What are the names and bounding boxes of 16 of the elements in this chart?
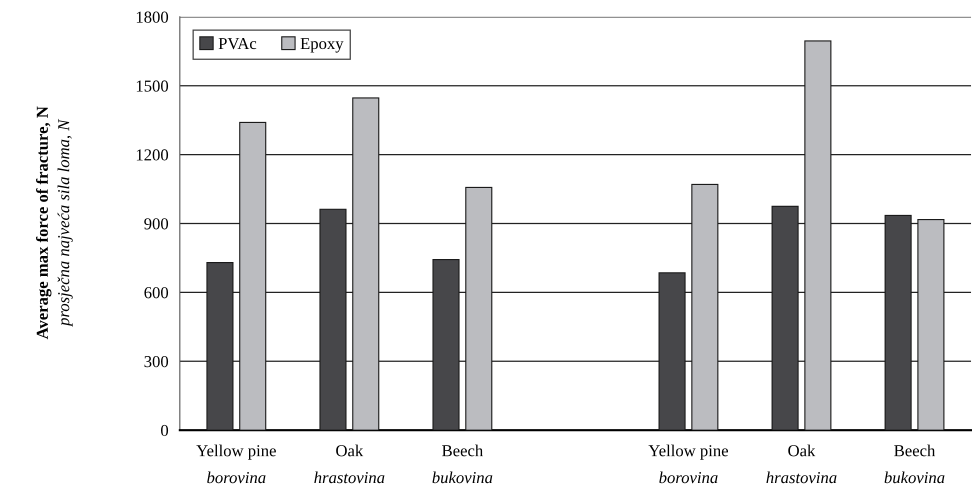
y-tick-label: 900 bbox=[144, 218, 168, 230]
y-tick-label: 1800 bbox=[136, 12, 168, 23]
y-tick-label: 1500 bbox=[136, 80, 168, 92]
y-axis-title: Average max force of fracture, N prosječna najveća sila loma, N bbox=[36, 106, 73, 340]
y-tick-label: 0 bbox=[161, 424, 168, 436]
x-tick-label: Yellow pine borovina bbox=[648, 444, 728, 484]
y-tick-label: 600 bbox=[144, 287, 168, 298]
legend-label: Epoxy bbox=[300, 38, 344, 53]
y-tick-label: 300 bbox=[144, 356, 168, 368]
legend-label: PVAc bbox=[218, 38, 256, 50]
y-tick-label: 1200 bbox=[136, 149, 168, 161]
x-tick-label: Beech bukovina bbox=[432, 444, 492, 484]
x-tick-label: Yellow pine borovina bbox=[196, 444, 276, 484]
x-tick-label: Oak hrastovina bbox=[766, 444, 837, 484]
x-tick-label: Oak hrastovina bbox=[314, 444, 384, 484]
x-tick-label: Beech bukovina bbox=[884, 444, 944, 484]
